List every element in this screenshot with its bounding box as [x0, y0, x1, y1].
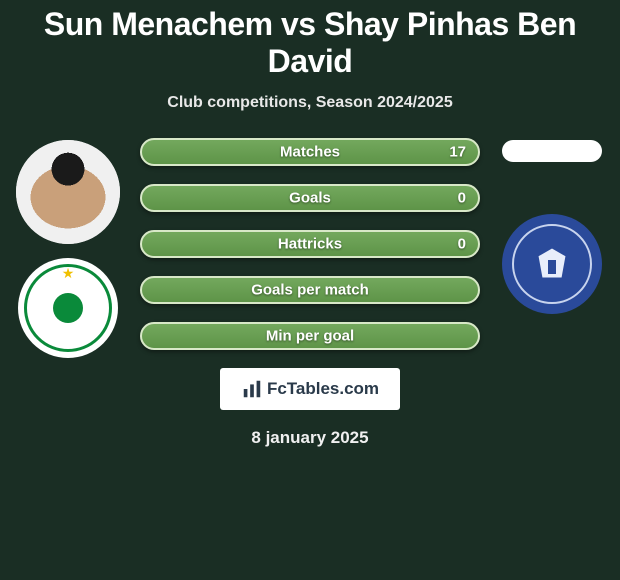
badge-ring [512, 224, 592, 304]
stat-label: Goals [142, 190, 478, 207]
ball-icon [53, 293, 83, 323]
stat-row-goals-per-match: Goals per match [140, 276, 480, 304]
shield-icon [532, 244, 572, 284]
stat-value-right: 17 [449, 144, 466, 161]
subtitle: Club competitions, Season 2024/2025 [0, 94, 620, 112]
stat-label: Min per goal [142, 328, 478, 345]
stat-value-right: 0 [458, 236, 466, 253]
brand-badge: FcTables.com [220, 368, 400, 410]
stats-list: Matches 17 Goals 0 Hattricks 0 Goals per… [140, 134, 480, 448]
left-club-badge: ★ [18, 258, 118, 358]
right-player-photo [502, 140, 602, 162]
stat-row-hattricks: Hattricks 0 [140, 230, 480, 258]
stat-value-right: 0 [458, 190, 466, 207]
badge-ring: ★ [24, 264, 112, 352]
left-player-photo [16, 140, 120, 244]
stat-row-min-per-goal: Min per goal [140, 322, 480, 350]
chart-icon [241, 378, 263, 400]
comparison-content: ★ Matches 17 Goals 0 Hattricks 0 [0, 134, 620, 448]
left-player-column: ★ [8, 134, 128, 358]
right-club-badge [502, 214, 602, 314]
snapshot-date: 8 january 2025 [140, 428, 480, 448]
star-icon: ★ [62, 265, 75, 282]
brand-text: FcTables.com [267, 379, 379, 399]
player-face-placeholder [16, 140, 120, 244]
stat-label: Matches [142, 144, 478, 161]
page-title: Sun Menachem vs Shay Pinhas Ben David [0, 0, 620, 80]
stat-row-matches: Matches 17 [140, 138, 480, 166]
right-player-column [492, 134, 612, 314]
stat-row-goals: Goals 0 [140, 184, 480, 212]
stat-label: Goals per match [142, 282, 478, 299]
stat-label: Hattricks [142, 236, 478, 253]
